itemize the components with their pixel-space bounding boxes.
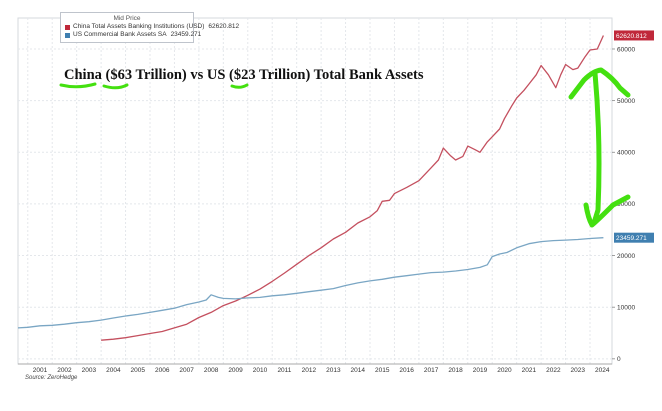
legend-entry-us: US Commercial Bank Assets SA 23459.271 — [65, 31, 201, 39]
legend-name-us: US Commercial Bank Assets SA — [73, 31, 167, 38]
x-tick-label: 2013 — [326, 367, 341, 374]
x-tick-label: 2015 — [375, 367, 390, 374]
x-tick-label: 2007 — [179, 367, 194, 374]
chart-source: Source: ZeroHedge — [25, 375, 78, 381]
x-tick-label: 2023 — [571, 367, 586, 374]
x-tick-label: 2006 — [155, 367, 170, 374]
x-tick-label: 2022 — [546, 367, 561, 374]
last-value-tag-bg-0 — [614, 30, 654, 41]
legend-swatch-us — [65, 32, 70, 38]
series-line-0 — [101, 35, 604, 341]
x-tick-label: 2001 — [33, 367, 48, 374]
x-tick-label: 2012 — [302, 367, 317, 374]
x-axis: 2001 2002 2003 2004 2005 2006 2007 2008 2009 2010… — [18, 363, 612, 374]
legend-title: Mid Price — [113, 15, 141, 22]
chart-title: China ($63 Trillion) vs US ($23 Trillion… — [64, 67, 424, 83]
series-lines — [17, 35, 604, 341]
x-tick-label: 2003 — [82, 367, 97, 374]
legend-swatch-china — [65, 24, 70, 30]
x-tick-label: 2020 — [497, 367, 512, 374]
x-tick-label: 2005 — [131, 367, 146, 374]
x-tick-label: 2004 — [106, 367, 121, 374]
x-tick-label: 2002 — [57, 367, 72, 374]
underline-23 — [230, 83, 249, 89]
last-value-tag-bg-1 — [614, 232, 654, 243]
chart-grid — [17, 17, 613, 365]
y-axis: 0 10000 20000 30000 40000 50000 60000 — [612, 46, 635, 363]
x-tick-label: 2008 — [204, 367, 219, 374]
x-tick-label: 2009 — [228, 367, 243, 374]
legend-value-china: 62620.812 — [208, 23, 240, 30]
x-tick-label: 2010 — [253, 367, 268, 374]
y-tick-label: 60000 — [617, 46, 635, 53]
legend: Mid Price China Total Assets Banking Ins… — [60, 12, 239, 43]
hand-drawn-annotations — [59, 67, 631, 228]
x-tick-label: 2019 — [473, 367, 488, 374]
x-tick-label: 2011 — [277, 367, 291, 374]
double-arrow-icon — [568, 67, 631, 228]
x-tick-label: 2016 — [399, 367, 414, 374]
x-tick-label: 2021 — [522, 367, 537, 374]
last-value-tags: 62620.812 23459.271 — [614, 30, 654, 243]
x-tick-label: 2018 — [448, 367, 463, 374]
x-tick-label: 2024 — [595, 367, 610, 374]
y-tick-label: 20000 — [617, 253, 635, 260]
y-tick-label: 30000 — [617, 201, 635, 208]
underline-china — [59, 82, 97, 89]
x-tick-label: 2014 — [351, 367, 366, 374]
last-value-tag-1: 23459.271 — [616, 235, 647, 242]
series-line-1 — [17, 237, 604, 329]
y-tick-label: 50000 — [617, 98, 635, 105]
last-value-tag-0: 62620.812 — [616, 33, 647, 40]
y-tick-label: 40000 — [617, 150, 635, 157]
underline-63 — [102, 83, 129, 90]
legend-value-us: 23459.271 — [170, 31, 202, 38]
x-tick-label: 2017 — [424, 367, 439, 374]
y-tick-label: 10000 — [617, 304, 635, 311]
legend-name-china: China Total Assets Banking Institutions … — [73, 23, 205, 30]
legend-entry-china: China Total Assets Banking Institutions … — [65, 23, 239, 31]
y-tick-label: 0 — [617, 356, 621, 363]
